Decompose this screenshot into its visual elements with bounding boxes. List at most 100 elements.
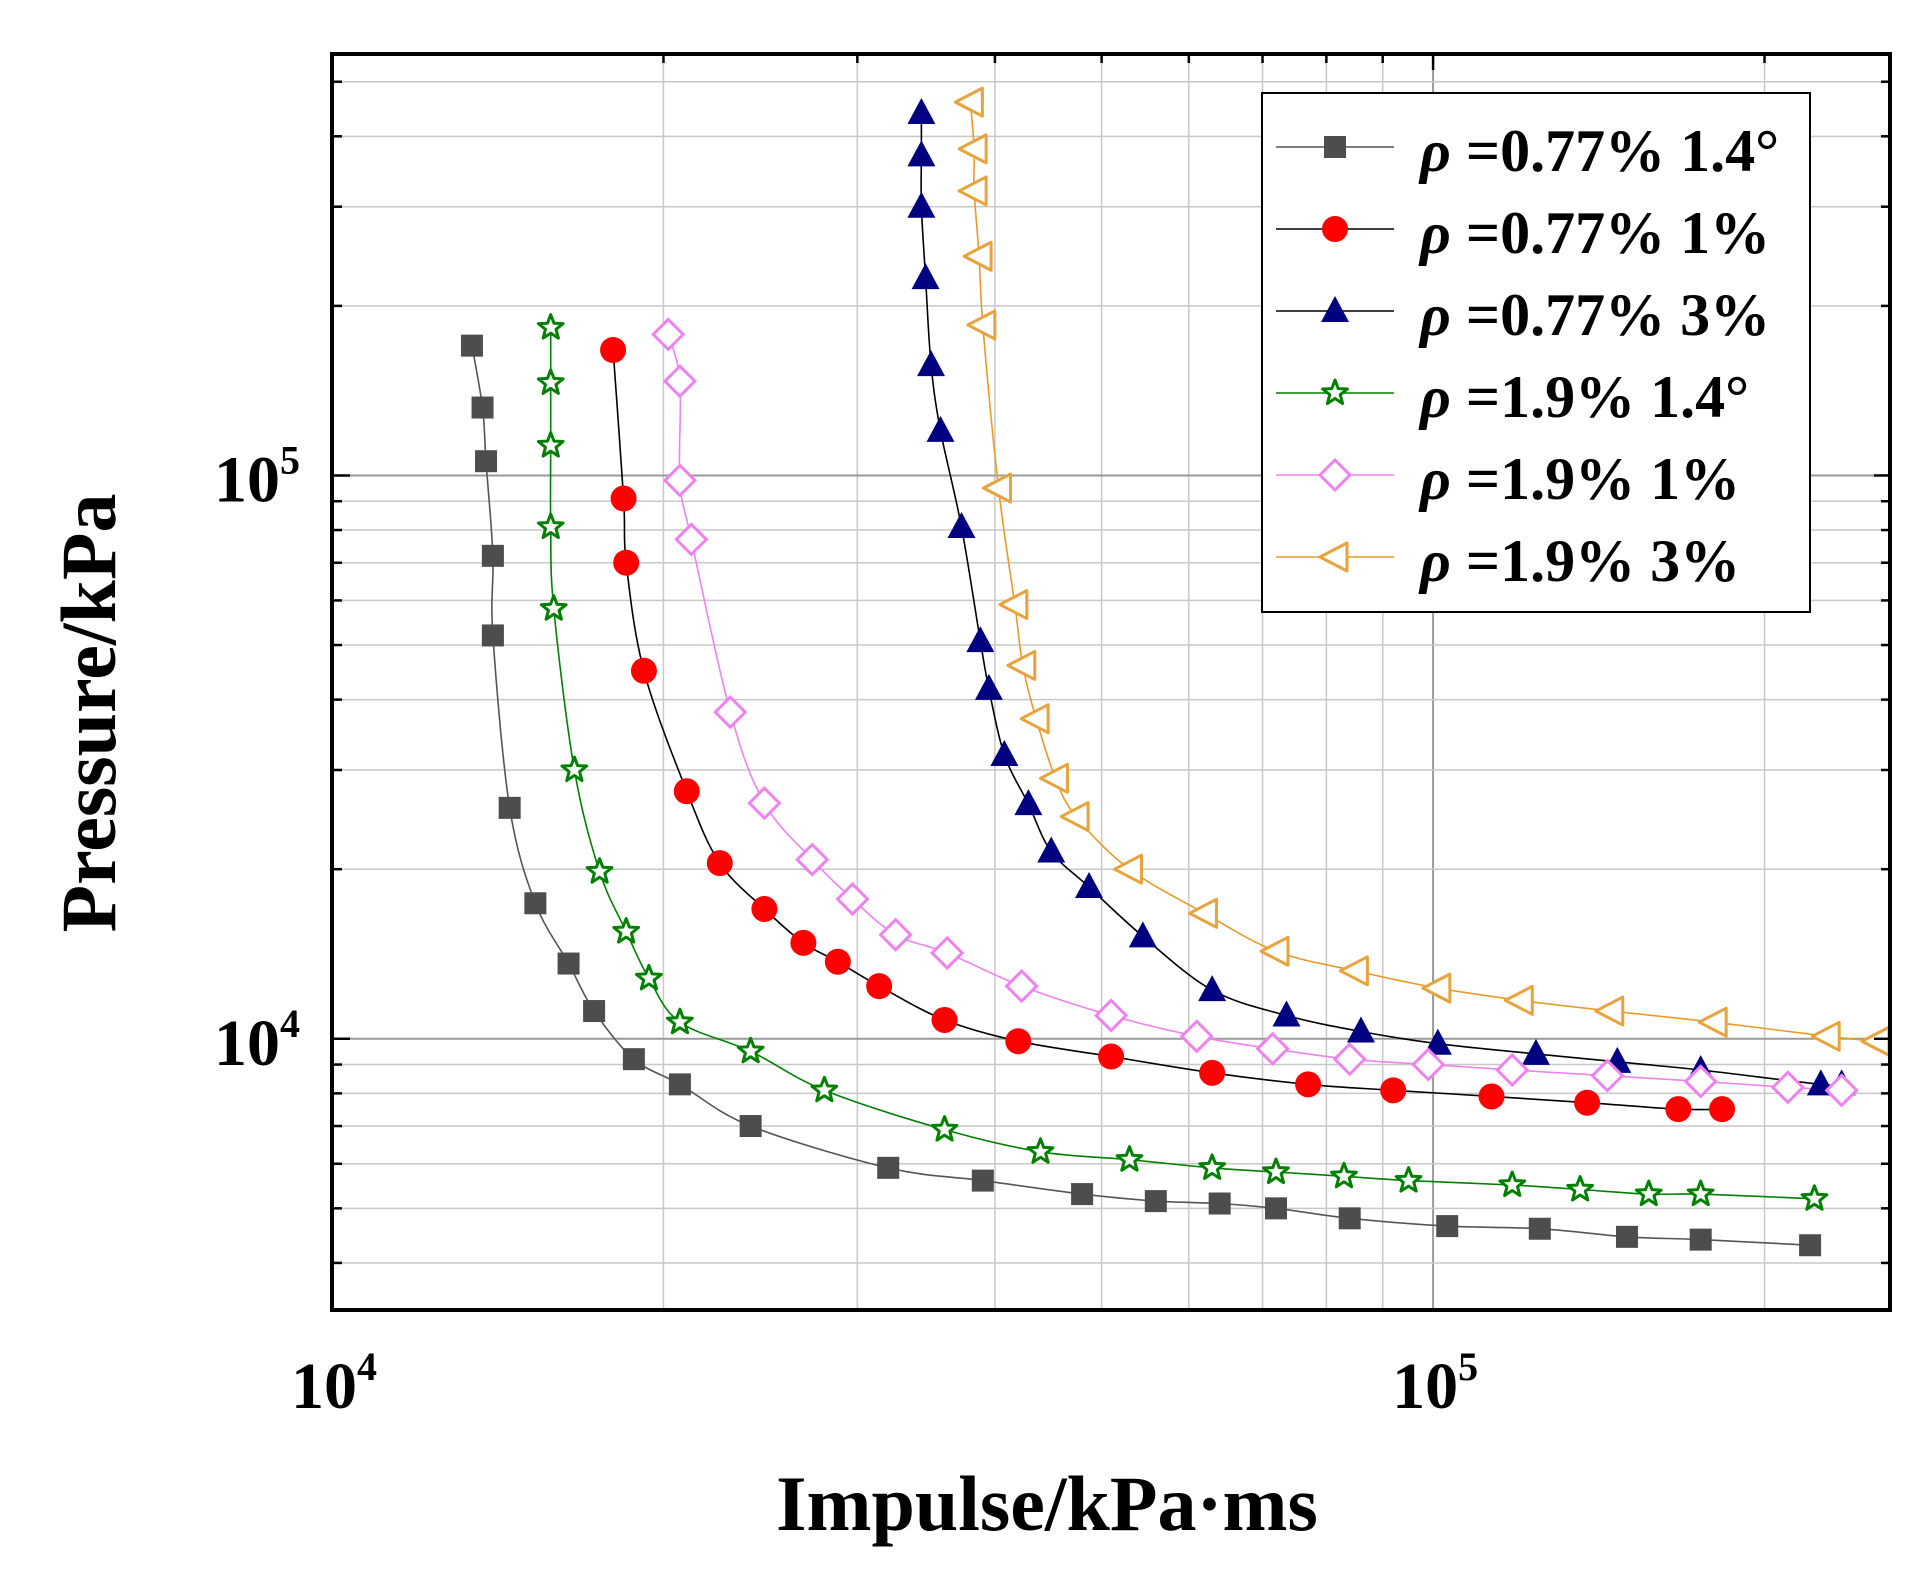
data-point <box>1665 1096 1692 1123</box>
data-point <box>911 263 940 290</box>
data-point <box>990 739 1019 766</box>
data-point <box>1436 1215 1459 1238</box>
data-point <box>751 895 778 922</box>
data-point <box>481 624 504 647</box>
data-point <box>1038 762 1069 794</box>
legend-box <box>1261 92 1811 613</box>
data-point <box>917 350 946 377</box>
data-point <box>1590 1058 1625 1093</box>
data-point <box>974 673 1003 700</box>
data-point <box>907 97 936 124</box>
data-point <box>824 948 851 975</box>
data-point <box>878 917 913 952</box>
data-point <box>1566 1175 1594 1202</box>
legend-marker <box>1321 296 1349 322</box>
data-point <box>1338 955 1369 987</box>
legend-marker <box>1318 541 1349 573</box>
data-point <box>1615 1225 1638 1248</box>
data-point <box>1005 1028 1032 1055</box>
data-point <box>524 892 547 915</box>
data-point <box>1800 1184 1829 1211</box>
data-point <box>630 657 657 684</box>
data-point <box>539 594 568 621</box>
legend-label: ρ =1.9% 3% <box>1418 528 1740 594</box>
data-point <box>931 1006 958 1033</box>
data-point <box>1093 998 1129 1033</box>
data-point <box>747 786 782 821</box>
data-point <box>1423 1028 1452 1055</box>
data-point <box>1262 1157 1290 1185</box>
data-point <box>1006 649 1037 681</box>
data-point <box>1198 1153 1226 1180</box>
data-point <box>668 1073 691 1096</box>
data-point <box>471 396 494 419</box>
data-point <box>1332 1042 1367 1077</box>
data-point <box>957 175 988 207</box>
data-point <box>981 472 1012 504</box>
data-point <box>1634 1179 1663 1207</box>
data-point <box>971 1169 994 1192</box>
data-point <box>600 337 627 364</box>
data-point <box>1255 1031 1290 1066</box>
x-tick-label: 105 <box>1392 1344 1478 1423</box>
data-point <box>1824 1073 1859 1108</box>
data-point <box>1144 1190 1167 1213</box>
data-point <box>1014 789 1043 816</box>
data-point <box>498 796 521 819</box>
series-markers <box>460 86 1891 1257</box>
plot-frame <box>330 52 1892 1312</box>
series-points-5 <box>651 317 1859 1108</box>
data-point <box>1112 853 1143 885</box>
data-point <box>1295 1071 1322 1098</box>
data-point <box>1503 984 1534 1016</box>
data-point <box>962 240 993 272</box>
y-axis-title: Pressure/kPa <box>45 493 132 932</box>
data-point <box>947 512 976 539</box>
data-point <box>966 309 997 341</box>
data-point <box>536 512 565 539</box>
series-points-4 <box>536 313 1829 1211</box>
legend-label: ρ =1.9% 1% <box>1418 446 1740 512</box>
data-point <box>926 415 955 442</box>
series-points-1 <box>460 334 1822 1257</box>
data-point <box>536 313 565 340</box>
data-point <box>1697 1006 1728 1038</box>
axis-ticks <box>330 54 1890 1265</box>
data-point <box>1259 935 1290 967</box>
data-point <box>557 952 580 975</box>
data-point <box>1521 1038 1550 1065</box>
data-point <box>475 450 498 473</box>
data-point <box>1075 871 1104 898</box>
data-point <box>795 842 830 877</box>
legend-label: ρ =1.9% 1.4° <box>1418 364 1749 430</box>
data-point <box>1199 1059 1226 1086</box>
data-point <box>1683 1064 1718 1099</box>
data-point <box>706 850 733 877</box>
data-point <box>1686 1179 1715 1207</box>
data-point <box>1478 1083 1505 1110</box>
data-point <box>613 549 640 576</box>
data-point <box>790 929 817 956</box>
data-point <box>1264 1197 1287 1220</box>
data-point <box>622 1048 645 1071</box>
legend-marker <box>1322 216 1348 242</box>
data-point <box>1272 1000 1301 1027</box>
data-point <box>536 431 565 458</box>
data-point <box>1689 1228 1712 1251</box>
data-point <box>907 191 936 218</box>
data-point <box>1179 1019 1214 1054</box>
data-point <box>1810 1020 1841 1052</box>
data-point <box>610 485 637 512</box>
data-point <box>810 1075 839 1103</box>
data-point <box>460 334 483 357</box>
data-point <box>662 364 698 399</box>
data-point <box>651 317 686 352</box>
data-point <box>662 463 698 498</box>
legend: ρ =0.77% 1.4° ρ =0.77% 1% ρ =0.77% 3% ρ =1.… <box>1261 92 1811 613</box>
data-point <box>953 86 984 118</box>
data-point <box>1115 1145 1144 1172</box>
data-point <box>866 973 893 1000</box>
y-tick-label: 105 <box>214 437 300 516</box>
data-point <box>739 1115 762 1138</box>
